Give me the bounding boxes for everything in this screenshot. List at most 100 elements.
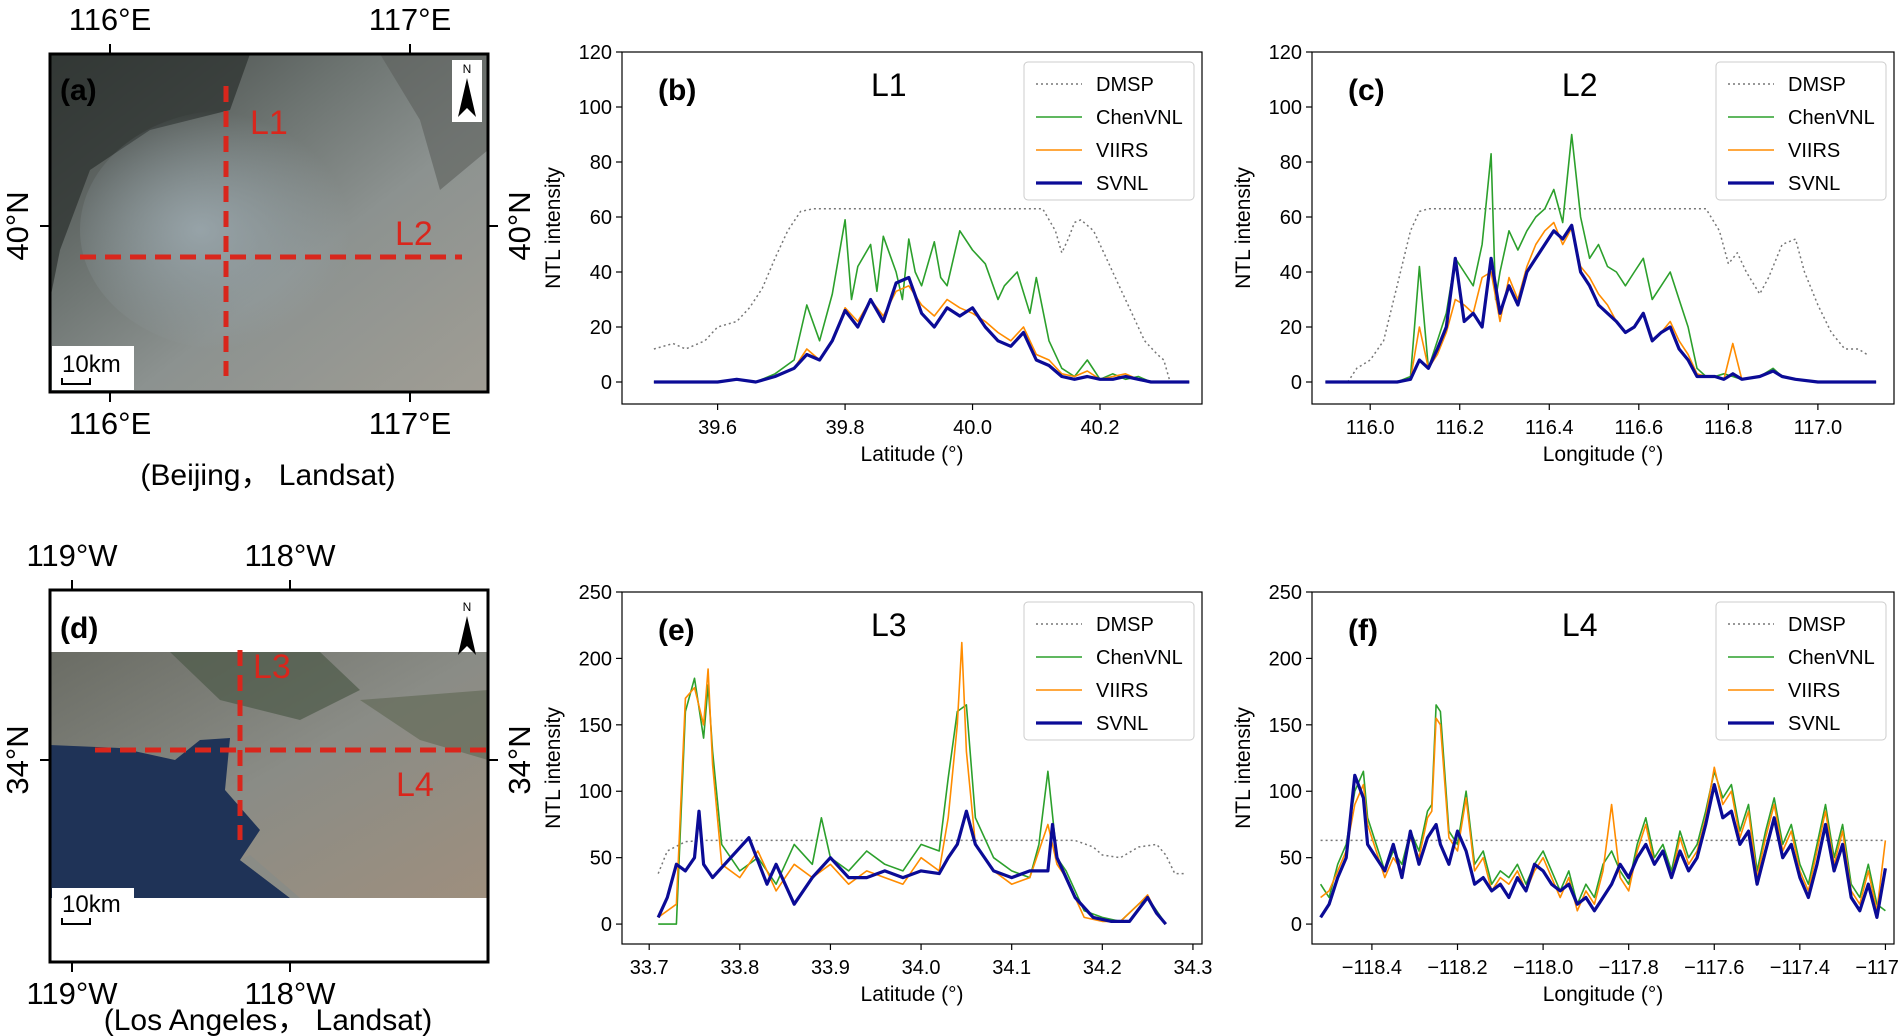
y-tick-label: 150 <box>579 715 612 737</box>
plot-frame <box>1311 51 1895 405</box>
legend-label-dmsp: DMSP <box>1096 74 1154 96</box>
y-tick-label: 0 <box>1291 372 1302 394</box>
x-tick-label: −117.6 <box>1684 957 1744 979</box>
x-axis-label: Longitude (°) <box>1543 443 1663 466</box>
legend-label-viirs: VIIRS <box>1096 140 1148 162</box>
lon-tick-bottom-119w: 119°W <box>26 976 118 1011</box>
legend: DMSP ChenVNL VIIRS SVNL <box>1715 61 1887 201</box>
series-line-viirs <box>657 641 1167 925</box>
panel-title: L3 <box>871 607 907 643</box>
map-caption-beijing: (Beijing， Landsat) <box>140 459 395 492</box>
y-tick-label: 20 <box>1280 317 1302 339</box>
series-line-viirs <box>653 284 1190 383</box>
panel-title: L2 <box>1562 67 1598 103</box>
map-label-l4: L4 <box>396 766 434 804</box>
map-label-l2: L2 <box>395 215 433 253</box>
legend-label-viirs: VIIRS <box>1788 140 1840 162</box>
legend-label-chenvnl: ChenVNL <box>1788 647 1875 669</box>
legend-label-viirs: VIIRS <box>1788 680 1840 702</box>
lon-tick-top-118w: 118°W <box>244 538 336 573</box>
y-tick-label: 50 <box>1280 848 1302 870</box>
x-tick-label: 40.0 <box>953 417 992 439</box>
y-tick-label: 100 <box>1269 781 1302 803</box>
y-tick-label: 100 <box>1269 97 1302 119</box>
y-tick-label: 80 <box>590 152 612 174</box>
x-tick-label: 34.0 <box>902 957 941 979</box>
series-line-chenvnl <box>658 677 1167 925</box>
scale-label-la: 10km <box>62 891 121 918</box>
y-tick-label: 250 <box>579 582 612 604</box>
y-tick-label: 20 <box>590 317 612 339</box>
y-tick-label: 250 <box>1269 582 1302 604</box>
series-line-viirs <box>1325 221 1877 383</box>
series-line-svnl <box>1325 223 1877 384</box>
x-tick-label: 39.8 <box>826 417 865 439</box>
scale-bg <box>52 346 134 390</box>
x-tick-label: −118.2 <box>1427 957 1487 979</box>
chart-panels: 39.6 39.8 40.0 40.2 0 20 40 60 80 100 120 Latitude … <box>542 42 1900 1006</box>
y-tick-label: 80 <box>1280 152 1302 174</box>
y-axis-label: NTL intensity <box>1232 167 1255 289</box>
x-tick-label: 34.2 <box>1083 957 1122 979</box>
legend-label-dmsp: DMSP <box>1096 614 1154 636</box>
lat-tick-left-40n: 40°N <box>0 191 35 260</box>
legend-box <box>1715 61 1887 201</box>
series-line-chenvnl <box>1325 133 1877 383</box>
legend-box <box>1715 601 1887 741</box>
legend-label-svnl: SVNL <box>1096 173 1148 195</box>
lon-tick-top-117e: 117°E <box>369 2 452 37</box>
scale-bar-icon <box>61 378 91 385</box>
y-tick-label: 100 <box>579 781 612 803</box>
legend-box <box>1023 601 1195 741</box>
y-tick-label: 0 <box>601 914 612 936</box>
x-tick-label: 33.8 <box>720 957 759 979</box>
chart-panel-4: −118.4 −118.2 −118.0 −117.8 −117.6 −117.4 −117… <box>1232 582 1900 1006</box>
x-tick-label: 116.8 <box>1704 417 1753 439</box>
legend-label-dmsp: DMSP <box>1788 614 1846 636</box>
map-label-l1: L1 <box>250 104 288 142</box>
x-axis-label: Latitude (°) <box>861 983 964 1006</box>
x-tick-label: 116.0 <box>1346 417 1395 439</box>
north-label-la: N <box>463 600 472 614</box>
legend-label-svnl: SVNL <box>1788 173 1840 195</box>
y-tick-label: 60 <box>590 207 612 229</box>
series-line-chenvnl <box>653 219 1190 383</box>
x-tick-label: −117.8 <box>1599 957 1659 979</box>
legend-label-chenvnl: ChenVNL <box>1788 107 1875 129</box>
y-tick-label: 150 <box>1269 715 1302 737</box>
y-tick-label: 200 <box>1269 648 1302 670</box>
y-tick-label: 50 <box>590 848 612 870</box>
y-tick-label: 0 <box>1291 914 1302 936</box>
scale-bar-icon-la <box>61 918 91 925</box>
lat-tick-left-34n: 34°N <box>0 725 35 794</box>
x-tick-label: −117.2 <box>1855 957 1900 979</box>
series-line-svnl <box>1319 773 1887 920</box>
x-tick-label: 33.7 <box>630 957 669 979</box>
panel-letter: (e) <box>658 614 695 647</box>
lon-tick-top-119w: 119°W <box>26 538 118 573</box>
map-beijing: L1 L2 (a) N 10km 116°E 117°E 116°E 117°E… <box>0 2 537 492</box>
panel-letter: (f) <box>1348 614 1378 647</box>
lon-tick-bottom-116e: 116°E <box>69 406 152 441</box>
y-tick-label: 40 <box>1280 262 1302 284</box>
map-frame-beijing <box>48 52 490 394</box>
x-tick-label: 116.2 <box>1435 417 1484 439</box>
map-frame-la <box>48 588 490 964</box>
x-tick-label: 39.6 <box>698 417 737 439</box>
map-ocean <box>50 738 290 898</box>
lon-tick-bottom-118w: 118°W <box>244 976 336 1011</box>
north-arrow-icon-la <box>458 616 476 655</box>
y-tick-label: 120 <box>1269 42 1302 64</box>
series-line-svnl <box>656 809 1168 926</box>
map-los-angeles: L3 L4 (d) N 10km 119°W 118°W 119°W 118°W… <box>0 538 537 1036</box>
panel-letter: (b) <box>658 74 696 107</box>
map-caption-la: (Los Angeles， Landsat) <box>104 1004 433 1036</box>
y-tick-label: 120 <box>579 42 612 64</box>
legend: DMSP ChenVNL VIIRS SVNL <box>1715 601 1887 741</box>
chart-panel-1: 39.6 39.8 40.0 40.2 0 20 40 60 80 100 120 Latitude … <box>542 42 1203 466</box>
plot-frame <box>621 51 1203 405</box>
map-label-l3: L3 <box>253 648 291 686</box>
y-tick-label: 40 <box>590 262 612 284</box>
north-label: N <box>463 62 472 76</box>
